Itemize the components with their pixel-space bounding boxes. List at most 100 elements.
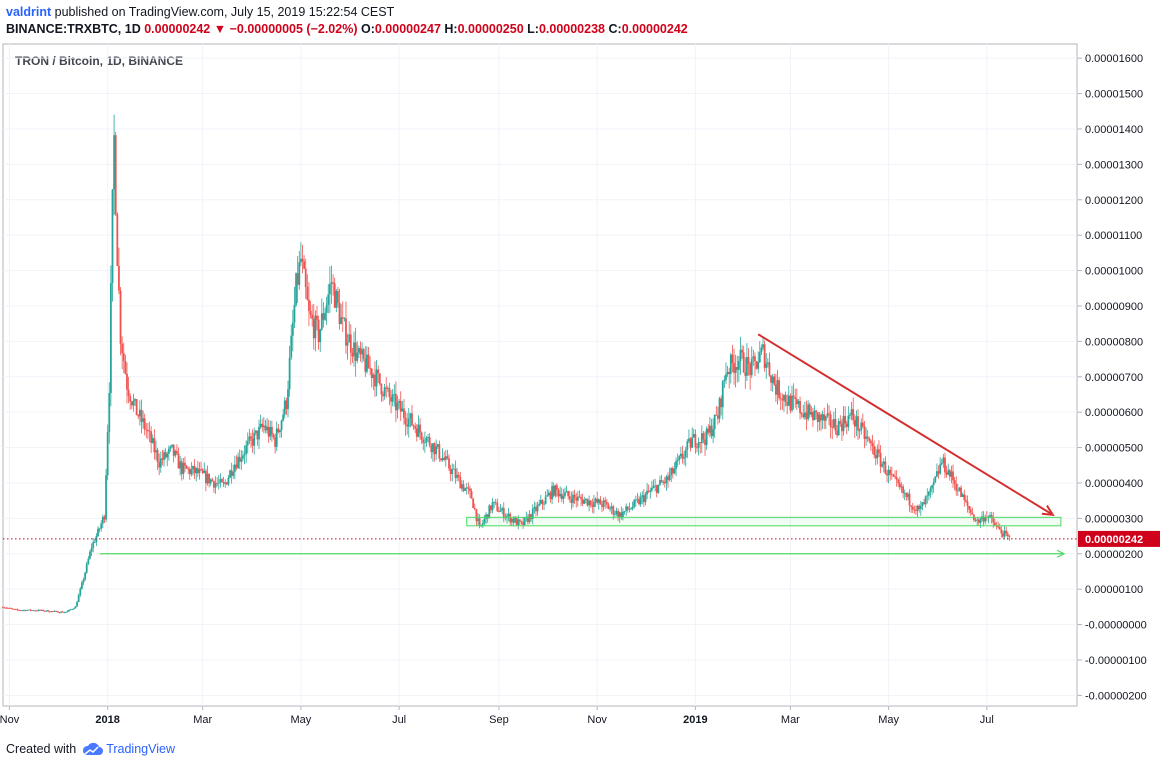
candle-body	[147, 429, 149, 432]
candle-body	[947, 470, 950, 475]
candle-body	[158, 462, 161, 468]
author-name[interactable]: valdrint	[6, 5, 52, 19]
y-tick-label: 0.00001200	[1085, 195, 1143, 207]
candle-body	[728, 371, 731, 374]
candle-body	[929, 488, 932, 492]
candle-body	[235, 464, 238, 469]
candle-body	[562, 495, 565, 499]
candle-body	[446, 456, 449, 459]
candle-body	[1008, 536, 1011, 537]
candle-body	[184, 462, 186, 466]
candle-body	[581, 499, 584, 504]
candle-body	[77, 595, 80, 603]
candle-body	[631, 507, 634, 509]
x-tick-label: Jul	[392, 714, 406, 726]
candle-body	[473, 508, 476, 510]
candle-body	[287, 389, 289, 410]
candle-body	[808, 404, 811, 415]
candle-body	[92, 542, 95, 549]
candle-body	[747, 357, 750, 364]
candle-body	[628, 509, 631, 510]
y-tick-label: 0.00000300	[1085, 513, 1143, 525]
candle-body	[733, 362, 735, 373]
candle-body	[956, 490, 959, 492]
candle-body	[172, 444, 175, 456]
candle-body	[596, 498, 599, 503]
candle-body	[997, 525, 1000, 528]
price-chart[interactable]: TRON / Bitcoin, 1D, BINANCE 0.00000242 0…	[0, 0, 1170, 740]
candle-body	[114, 135, 117, 215]
candle-body	[829, 414, 832, 428]
candle-body	[364, 358, 367, 372]
candle-body	[887, 469, 890, 476]
candle-body	[401, 408, 404, 412]
candle-body	[369, 368, 372, 370]
candle-body	[163, 452, 165, 460]
candle-body	[918, 505, 921, 510]
candle-body	[659, 480, 661, 485]
candle-body	[824, 416, 827, 421]
candle-body	[333, 283, 336, 308]
tradingview-link[interactable]: TradingView	[106, 742, 175, 756]
price-axis[interactable]: 0.00001600 0.00001500 0.00001400 0.00001300…	[1077, 53, 1147, 702]
candle-body	[610, 506, 613, 509]
candle-body	[190, 469, 193, 475]
time-axis[interactable]: Nov 2018 Mar May Jul Sep Nov 2019 Mar May Jul	[0, 706, 994, 726]
candle-body	[902, 486, 904, 494]
candle-body	[140, 409, 143, 422]
candle-body	[615, 510, 618, 515]
candle-body	[301, 258, 304, 262]
candle-body	[71, 609, 74, 610]
candle-body	[423, 442, 426, 444]
candle-body	[863, 426, 866, 439]
candle-body	[277, 428, 280, 433]
candle-body	[518, 519, 521, 522]
candle-body	[417, 424, 420, 437]
candle-body	[341, 317, 344, 319]
candle-body	[380, 383, 383, 395]
candle-body	[931, 485, 933, 489]
candle-body	[372, 374, 375, 379]
candle-body	[871, 443, 874, 447]
candle-body	[462, 484, 465, 491]
low-value: 0.00000238	[538, 22, 605, 36]
candle-body	[837, 421, 840, 436]
candle-body	[93, 541, 96, 543]
candle-body	[726, 371, 729, 375]
candle-body	[283, 400, 286, 415]
candle-body	[940, 462, 943, 465]
candle-body	[919, 506, 922, 510]
candle-body	[19, 610, 22, 612]
open-value: 0.00000247	[374, 22, 441, 36]
candle-body	[522, 522, 524, 525]
candle-body	[552, 486, 555, 496]
candle-body	[966, 501, 969, 507]
candle-body	[696, 447, 698, 449]
candle-body	[964, 499, 967, 502]
candle-body	[32, 610, 35, 612]
candle-body	[501, 508, 504, 511]
candle-body	[705, 428, 708, 445]
candle-body	[43, 611, 46, 612]
candle-body	[366, 354, 368, 372]
candle-body	[282, 414, 285, 421]
candle-body	[900, 486, 903, 488]
candle-body	[101, 516, 104, 524]
candle-body	[472, 498, 475, 509]
candle-body	[884, 461, 887, 474]
candle-body	[586, 498, 589, 506]
candle-body	[620, 512, 623, 518]
candle-body	[394, 393, 397, 411]
candle-body	[514, 518, 516, 523]
open-label: O:	[360, 22, 375, 36]
candle-body	[116, 214, 119, 266]
candle-body	[153, 438, 156, 453]
candle-body	[789, 395, 792, 411]
candle-body	[958, 487, 961, 491]
candle-body	[82, 579, 85, 583]
candle-body	[375, 369, 378, 387]
candle-body	[502, 508, 505, 519]
ohlc-line: BINANCE:TRXBTC, 1D 0.00000242 ▼ −0.00000…	[6, 21, 688, 38]
candle-body	[894, 476, 896, 478]
candle-body	[47, 610, 49, 612]
